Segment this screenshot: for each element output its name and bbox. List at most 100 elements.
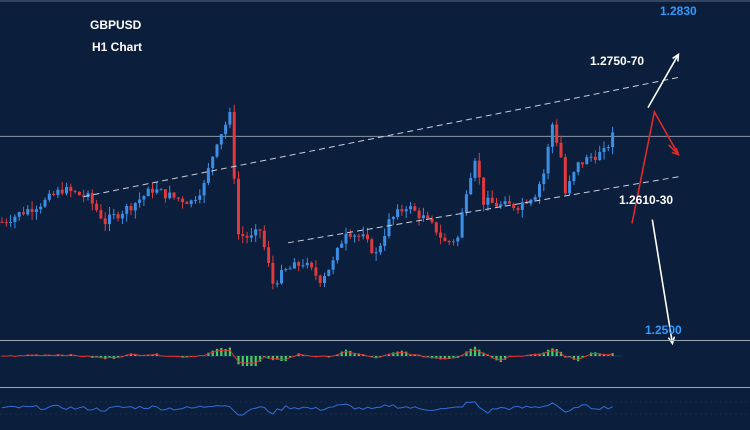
candle-body: [146, 188, 150, 197]
candle-body: [529, 199, 533, 204]
candle-body: [331, 260, 335, 270]
candle-body: [374, 252, 378, 254]
candle-body: [602, 148, 606, 153]
channel-lower-line: [287, 175, 682, 244]
candle-body: [366, 234, 369, 240]
candle-body: [469, 177, 473, 195]
candle-body: [409, 206, 412, 210]
candle-body: [434, 222, 438, 233]
candle-body: [310, 262, 314, 268]
candle-body: [301, 265, 305, 267]
candle-body: [464, 194, 468, 213]
candle-body: [460, 212, 464, 238]
candle-body: [495, 202, 498, 207]
chart-timeframe-label: H1 Chart: [92, 40, 143, 54]
red-scenario-path: [631, 109, 680, 224]
bearish-target-arrow-head: [667, 336, 676, 346]
candle-body: [284, 269, 288, 271]
candle-body: [318, 275, 322, 284]
candle-body: [82, 195, 86, 197]
candle-body: [271, 262, 275, 284]
red-scenario-arrow-head: [671, 147, 680, 156]
candle-body: [417, 210, 421, 219]
candle-body: [86, 192, 90, 197]
candle-body: [202, 182, 206, 196]
candle-body: [314, 267, 318, 276]
candle-body: [133, 202, 137, 211]
candle-body: [550, 124, 554, 147]
candle-body: [224, 124, 228, 135]
candle-body: [335, 247, 339, 261]
candle-body: [516, 208, 520, 210]
candle-body: [215, 144, 219, 157]
candle-body: [211, 156, 215, 169]
candle-body: [344, 233, 348, 244]
candle-body: [404, 209, 408, 212]
support-zone-label: 1.2610-30: [619, 193, 674, 207]
candle-body: [241, 234, 245, 236]
candle-body: [503, 201, 507, 205]
annotation-layer: [631, 52, 680, 346]
upper-target-label: 1.2830: [660, 4, 697, 18]
candle-body: [606, 147, 610, 149]
candle-body: [0, 221, 4, 223]
candle-body: [482, 177, 486, 205]
lower-target-label: 1.2500: [645, 323, 682, 337]
candle-body: [542, 173, 546, 185]
candle-body: [258, 229, 262, 231]
candle-body: [357, 235, 361, 237]
candle-body: [69, 186, 73, 192]
candle-body: [361, 234, 365, 237]
macd-signal-line: [1, 348, 613, 364]
candle-body: [194, 199, 197, 201]
candle-body: [576, 162, 580, 173]
candle-body: [95, 203, 99, 211]
candle-body: [421, 215, 425, 219]
candle-body: [39, 206, 43, 210]
candle-body: [249, 235, 253, 238]
bearish-target-arrow: [651, 219, 674, 344]
bullish-target-arrow-head: [672, 52, 680, 62]
candle-body: [443, 237, 447, 242]
resistance-zone-label: 1.2750-70: [590, 54, 645, 68]
candle-body: [292, 262, 296, 269]
candle-body: [17, 212, 21, 217]
price-pane: [0, 76, 750, 290]
chart-symbol-title: GBPUSD: [90, 18, 142, 32]
candle-body: [47, 193, 51, 200]
candle-body: [198, 195, 202, 200]
candle-body: [486, 197, 490, 205]
candle-body: [237, 178, 240, 235]
red-scenario-arrow: [667, 144, 680, 156]
candle-body: [159, 189, 163, 191]
candle-body: [267, 247, 271, 263]
candle-body: [77, 191, 81, 196]
candle-body: [125, 205, 129, 214]
candle-body: [52, 193, 56, 195]
candle-body: [288, 268, 292, 270]
candle-body: [353, 235, 357, 237]
candle-body: [611, 132, 615, 148]
candle-body: [370, 239, 374, 254]
candle-body: [383, 236, 387, 246]
candle-body: [585, 157, 589, 165]
candle-body: [581, 162, 584, 165]
candle-body: [507, 201, 511, 204]
candle-body: [340, 243, 344, 248]
candle-body: [533, 197, 537, 200]
candle-body: [181, 198, 185, 203]
candle-body: [22, 212, 25, 215]
candle-body: [598, 152, 602, 161]
candle-body: [568, 181, 572, 194]
candle-body: [90, 192, 94, 204]
candle-body: [155, 189, 159, 193]
candle-body: [559, 142, 563, 158]
candle-body: [185, 202, 189, 205]
candle-body: [456, 237, 460, 242]
macd-pane: [0, 346, 622, 366]
candle-body: [477, 160, 481, 178]
candle-body: [112, 214, 116, 216]
candle-body: [546, 146, 550, 174]
candle-body: [189, 200, 193, 205]
candle-body: [151, 188, 154, 193]
